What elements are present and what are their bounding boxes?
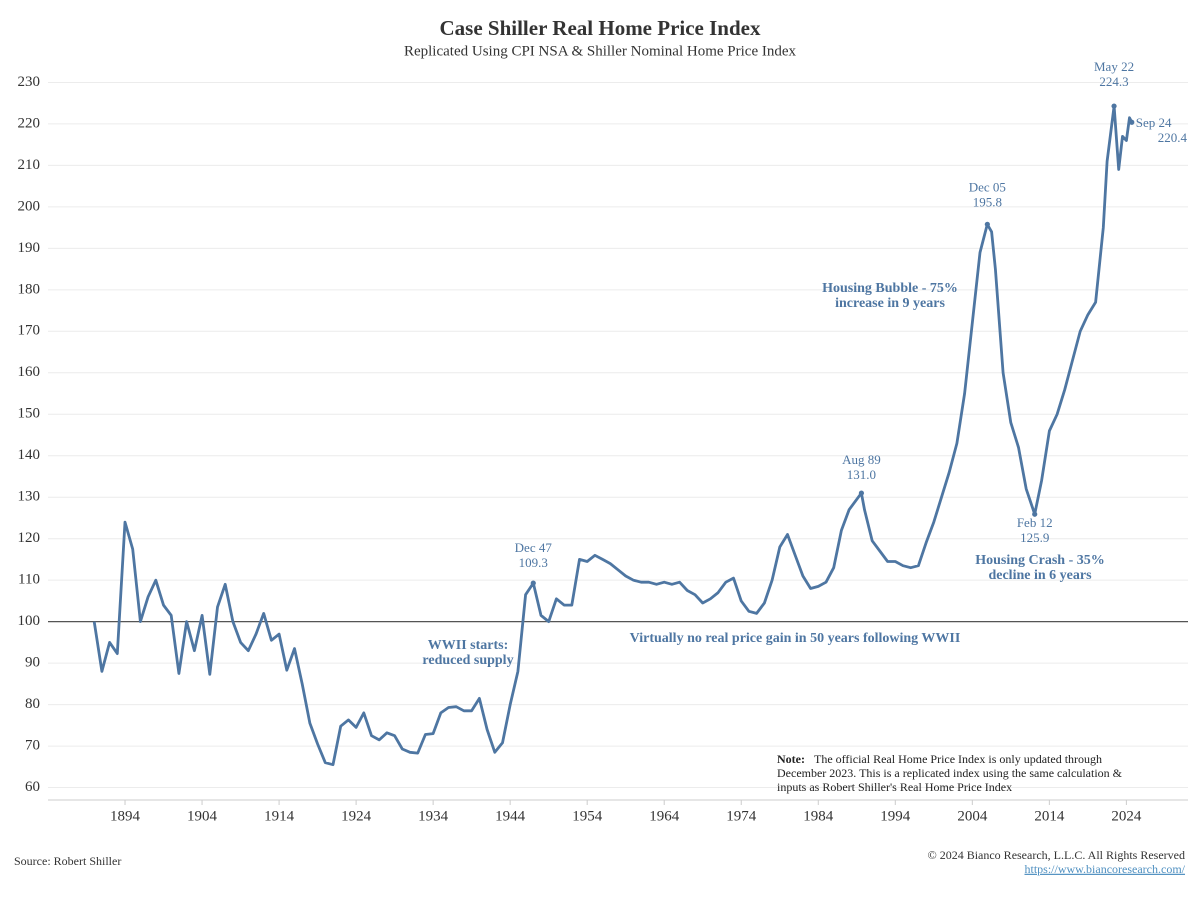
y-tick-label: 170 xyxy=(18,323,41,339)
x-tick-label: 1944 xyxy=(495,808,526,824)
x-tick-label: 1954 xyxy=(572,808,603,824)
y-tick-label: 120 xyxy=(18,530,41,546)
callout-point xyxy=(530,580,536,586)
callout-value: 131.0 xyxy=(847,467,876,482)
x-tick-label: 1994 xyxy=(880,808,911,824)
callout-point xyxy=(858,490,865,496)
y-tick-label: 190 xyxy=(18,240,41,256)
x-tick-label: 1984 xyxy=(803,808,834,824)
x-tick-label: 1894 xyxy=(110,808,141,824)
y-tick-label: 180 xyxy=(18,281,41,297)
x-tick-label: 1904 xyxy=(187,808,218,824)
callout-value: 220.4 xyxy=(1158,130,1188,145)
y-tick-label: 150 xyxy=(18,406,41,422)
callout-point xyxy=(984,221,990,227)
x-tick-label: 1924 xyxy=(341,808,372,824)
y-tick-label: 90 xyxy=(25,655,40,671)
callout-value: 109.3 xyxy=(519,555,548,570)
y-tick-label: 100 xyxy=(18,613,41,629)
callout-value: 224.3 xyxy=(1099,74,1128,89)
x-tick-label: 2004 xyxy=(957,808,988,824)
url[interactable]: https://www.biancoresearch.com/ xyxy=(1024,862,1185,876)
annotation: WWII starts: xyxy=(428,638,509,653)
callout-date: Aug 89 xyxy=(842,452,881,467)
x-tick-label: 1934 xyxy=(418,808,449,824)
y-tick-label: 70 xyxy=(25,738,40,754)
x-tick-label: 1974 xyxy=(726,808,757,824)
y-tick-label: 230 xyxy=(18,74,41,90)
callout-point xyxy=(1032,511,1038,517)
annotation: reduced supply xyxy=(422,653,513,668)
x-tick-label: 1964 xyxy=(649,808,680,824)
note-text: The official Real Home Price Index is on… xyxy=(814,752,1102,766)
callout-date: May 22 xyxy=(1094,59,1134,74)
copyright: © 2024 Bianco Research, L.L.C. All Right… xyxy=(928,848,1185,862)
annotation: Housing Crash - 35% xyxy=(975,553,1105,568)
x-tick-label: 1914 xyxy=(264,808,295,824)
callout-date: Dec 47 xyxy=(515,540,553,555)
annotation: increase in 9 years xyxy=(835,296,945,311)
callout-value: 125.9 xyxy=(1020,530,1049,545)
y-tick-label: 200 xyxy=(18,198,41,214)
y-tick-label: 80 xyxy=(25,696,40,712)
callout-point xyxy=(1129,119,1135,125)
y-tick-label: 210 xyxy=(18,157,41,173)
y-tick-label: 160 xyxy=(18,364,41,380)
note-text: inputs as Robert Shiller's Real Home Pri… xyxy=(777,780,1012,794)
annotation: Virtually no real price gain in 50 years… xyxy=(630,631,961,646)
y-tick-label: 60 xyxy=(25,779,40,795)
annotation: decline in 6 years xyxy=(988,568,1092,583)
annotation: Housing Bubble - 75% xyxy=(822,281,958,296)
x-tick-label: 2024 xyxy=(1111,808,1142,824)
callout-date: Feb 12 xyxy=(1017,515,1053,530)
x-tick-label: 2014 xyxy=(1034,808,1065,824)
note-label: Note: xyxy=(777,752,805,766)
chart-subtitle: Replicated Using CPI NSA & Shiller Nomin… xyxy=(404,43,797,59)
series-line xyxy=(92,104,1134,767)
callout-point xyxy=(1111,103,1117,109)
note-text: December 2023. This is a replicated inde… xyxy=(777,766,1123,780)
callout-value: 195.8 xyxy=(973,194,1002,209)
chart-title: Case Shiller Real Home Price Index xyxy=(440,16,761,40)
source: Source: Robert Shiller xyxy=(14,854,121,868)
y-tick-label: 130 xyxy=(18,489,41,505)
y-tick-label: 220 xyxy=(18,115,41,131)
y-tick-label: 140 xyxy=(18,447,41,463)
callout-date: Dec 05 xyxy=(969,179,1006,194)
y-tick-label: 110 xyxy=(18,572,40,588)
callout-date: Sep 24 xyxy=(1136,115,1172,130)
